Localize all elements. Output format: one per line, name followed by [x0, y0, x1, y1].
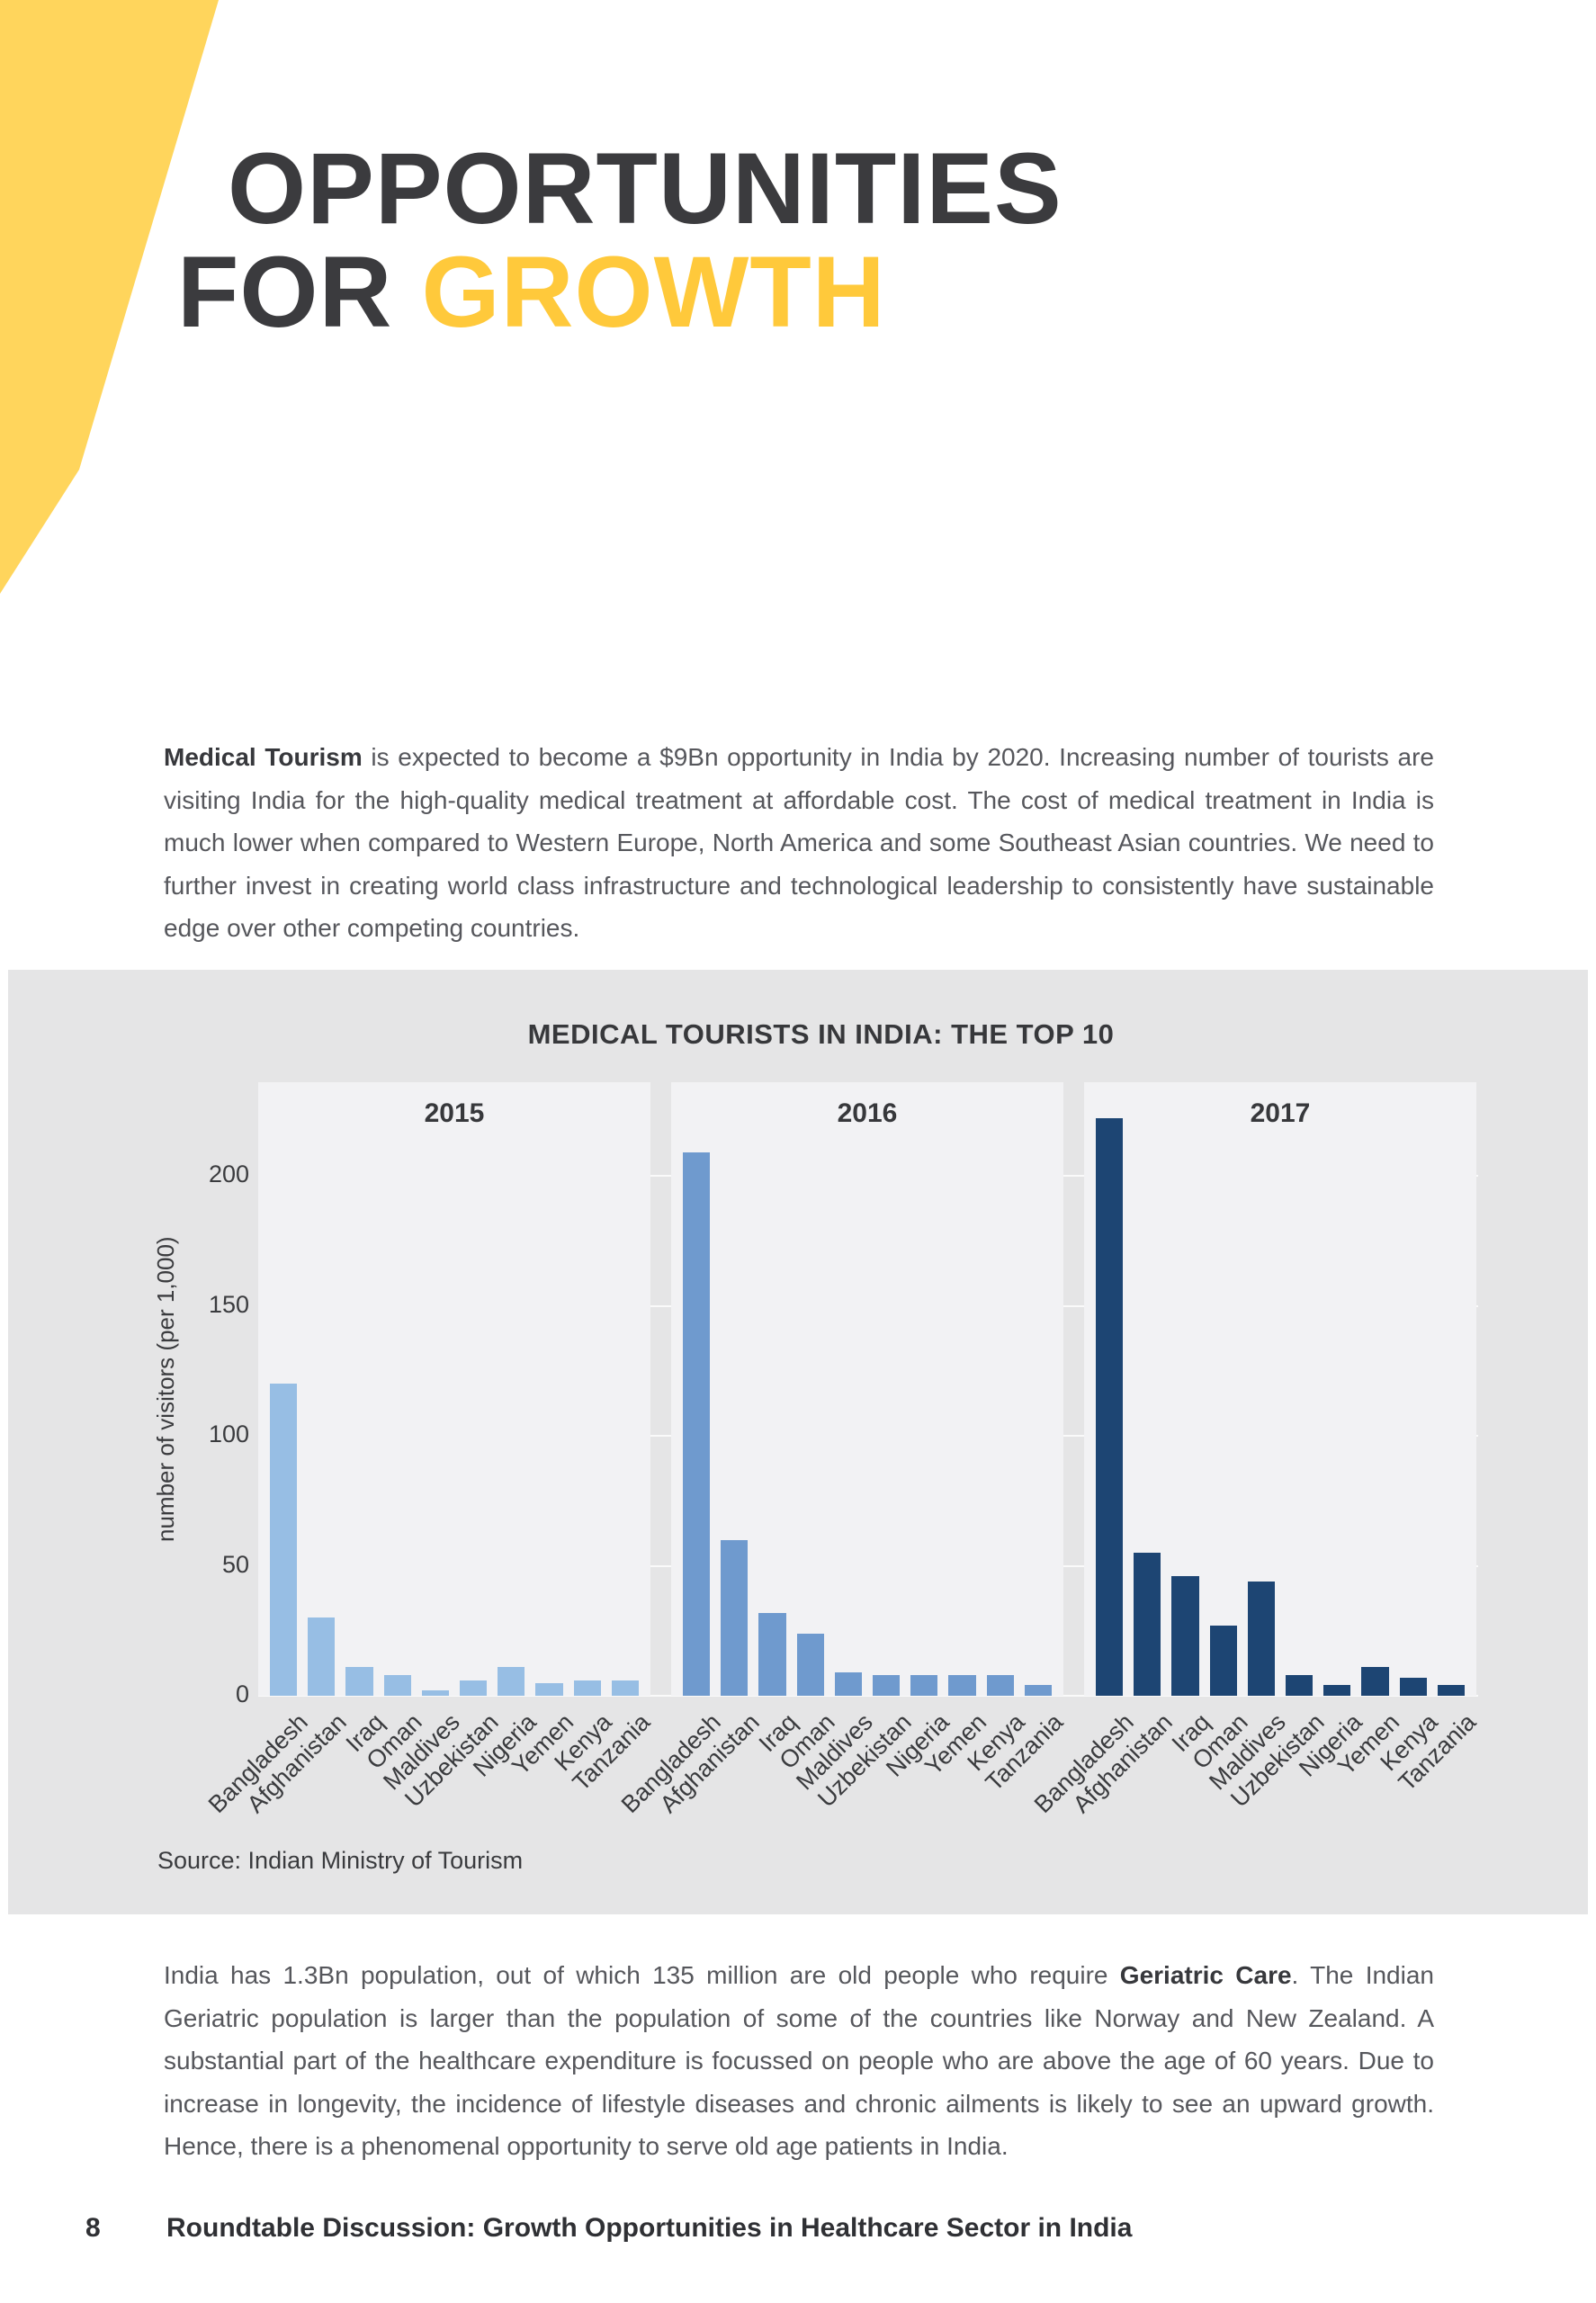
geriatric-care-paragraph: India has 1.3Bn population, out of which…: [164, 1954, 1434, 2168]
y-tick-50: 50: [221, 1550, 249, 1578]
bar-2017-Bangladesh: [1096, 1118, 1124, 1696]
geriatric-after: . The Indian Geriatric population is lar…: [164, 1961, 1434, 2160]
medical-tourism-paragraph: Medical Tourism is expected to become a …: [164, 736, 1434, 950]
title-word-growth: GROWTH: [421, 236, 886, 349]
bar-2017-Yemen: [1361, 1667, 1389, 1696]
bars-2017: [1084, 1082, 1476, 1696]
bar-2015-Bangladesh: [270, 1384, 298, 1696]
bar-2016-Maldives: [834, 1672, 863, 1696]
y-tick-200: 200: [208, 1160, 249, 1188]
bar-2016-Oman: [796, 1633, 824, 1696]
bar-2015-Nigeria: [498, 1667, 525, 1696]
geriatric-before: India has 1.3Bn population, out of which…: [164, 1961, 1120, 1989]
panel-2016: 2016: [671, 1082, 1063, 1696]
bar-2015-Tanzania: [611, 1680, 640, 1696]
y-tick-100: 100: [208, 1420, 249, 1448]
panel-year-label-2017: 2017: [1250, 1098, 1311, 1128]
bar-2017-Uzbekistan: [1286, 1674, 1314, 1696]
bar-2015-Iraq: [345, 1667, 373, 1696]
page-number: 8: [85, 2213, 101, 2243]
footer-text: Roundtable Discussion: Growth Opportunit…: [166, 2213, 1133, 2243]
chart-source: Source: Indian Ministry of Tourism: [157, 1847, 524, 1874]
bars-2016: [671, 1082, 1063, 1696]
bar-2017-Maldives: [1247, 1581, 1276, 1696]
bars-2015: [258, 1082, 650, 1696]
y-tick-0: 0: [235, 1680, 249, 1707]
bar-2016-Kenya: [986, 1674, 1014, 1696]
geriatric-lead: Geriatric Care: [1119, 1961, 1292, 1989]
bar-2015-Afghanistan: [308, 1617, 336, 1696]
bar-chart-plot: number of visitors (per 1,000) 0 50 100 150…: [152, 1082, 1481, 1818]
bar-2017-Afghanistan: [1134, 1553, 1161, 1696]
title-word-for: FOR: [177, 236, 422, 349]
bar-2017-Nigeria: [1323, 1685, 1351, 1696]
panel-year-label-2015: 2015: [424, 1098, 485, 1128]
bar-2017-Iraq: [1171, 1576, 1199, 1696]
bar-2015-Kenya: [573, 1680, 601, 1696]
bar-2016-Afghanistan: [721, 1539, 749, 1696]
page-title-line1: OPPORTUNITIES: [228, 132, 1063, 246]
bar-2016-Bangladesh: [683, 1152, 711, 1696]
gridline-0: [258, 1695, 1478, 1697]
chart-title: MEDICAL TOURISTS IN INDIA: THE TOP 10: [527, 1018, 1115, 1050]
bar-2017-Tanzania: [1437, 1685, 1466, 1696]
y-tick-150: 150: [208, 1290, 249, 1318]
bar-2015-Maldives: [421, 1690, 450, 1696]
bar-2016-Uzbekistan: [873, 1674, 901, 1696]
bar-2015-Uzbekistan: [460, 1680, 488, 1696]
panel-2015: 2015: [258, 1082, 650, 1696]
page-title-line2: FOR GROWTH: [177, 242, 1063, 343]
bar-2016-Yemen: [948, 1674, 976, 1696]
bar-2016-Tanzania: [1024, 1685, 1053, 1696]
bar-2015-Oman: [383, 1674, 411, 1696]
bar-2017-Oman: [1209, 1625, 1237, 1696]
medical-tourism-body: is expected to become a $9Bn opportunity…: [164, 743, 1435, 942]
medical-tourism-lead: Medical Tourism: [164, 743, 363, 771]
bar-2015-Yemen: [535, 1682, 563, 1696]
page-title: OPPORTUNITIES FOR GROWTH: [0, 132, 1063, 343]
panel-2017: 2017: [1084, 1082, 1476, 1696]
bar-2016-Iraq: [758, 1612, 786, 1696]
bar-2016-Nigeria: [910, 1674, 938, 1696]
bar-2017-Kenya: [1399, 1677, 1427, 1696]
chart-section: MEDICAL TOURISTS IN INDIA: THE TOP 10 nu…: [8, 970, 1588, 1914]
panel-year-label-2016: 2016: [837, 1098, 898, 1128]
